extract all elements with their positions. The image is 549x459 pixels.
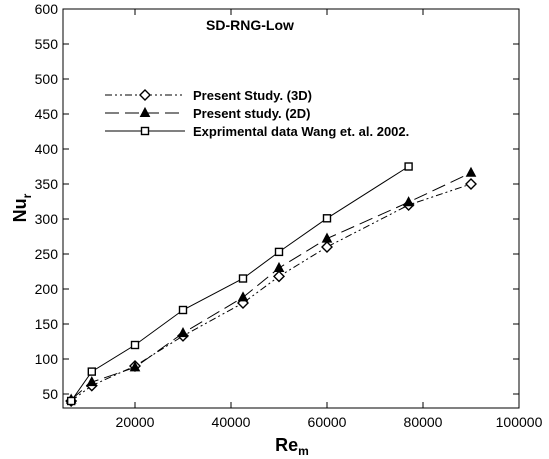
y-tick-label: 400 [35,141,59,157]
plot-frame [62,8,520,409]
data-point [87,367,97,376]
svg-text:Nur: Nur [10,193,34,222]
data-point [86,376,98,387]
y-tick-label: 100 [35,351,59,367]
data-point [322,214,332,223]
data-point [273,261,285,272]
x-tick-label: 20000 [116,414,155,430]
y-tick-label: 450 [35,106,59,122]
data-point [465,166,477,177]
legend-label: Exprimental data Wang et. al. 2002. [193,124,409,139]
legend-label: Present Study. (3D) [193,88,312,103]
data-point [177,327,189,338]
y-tick-label: 50 [42,386,58,402]
y-tick-label: 350 [35,176,59,192]
y-tick-label: 200 [35,281,59,297]
x-axis-label-main: Re [275,435,298,455]
y-tick-label: 250 [35,246,59,262]
x-tick-label: 40000 [212,414,251,430]
data-point [465,178,477,190]
legend-entry: Present study. (2D) [105,106,311,121]
series-layer [65,162,477,407]
data-point [66,396,76,406]
x-tick-label: 60000 [308,414,347,430]
series-1 [65,178,477,407]
data-point [129,361,141,372]
legend-marker [139,89,151,101]
series-2 [65,166,477,404]
series-line [70,166,409,402]
data-point [403,196,414,207]
series-3 [66,162,413,406]
x-axis-ticks: 20000 40000 60000 80000 100000 [116,9,543,430]
y-axis-ticks: 50 100 150 200 250 300 350 400 450 500 550 600 [35,1,519,402]
x-tick-label: 80000 [404,414,443,430]
data-point [404,162,413,171]
legend-entry: Exprimental data Wang et. al. 2002. [105,124,409,139]
series-line [70,183,472,402]
legend: Present Study. (3D) Present study. (2D) Ex… [105,88,409,139]
data-point [274,247,284,257]
y-axis-label-sub: r [20,193,34,198]
data-point [321,241,333,253]
data-point [273,270,285,283]
legend-marker [140,126,150,136]
y-axis-label: Nur [10,193,34,222]
y-tick-label: 550 [35,36,59,52]
chart-title: SD-RNG-Low [206,17,294,33]
y-tick-label: 300 [35,211,59,227]
y-tick-label: 500 [35,71,59,87]
data-point [178,305,188,315]
y-axis-label-main: Nu [10,198,30,222]
data-point [321,232,333,243]
y-tick-label: 600 [35,1,59,17]
data-point [238,274,248,283]
legend-entry: Present Study. (3D) [105,88,312,103]
data-point [237,291,249,302]
y-tick-label: 150 [35,316,59,332]
x-tick-label: 100000 [496,414,543,430]
legend-marker [139,106,151,117]
x-axis-label: Rem [275,435,309,458]
x-axis-label-sub: m [298,444,309,458]
data-point [130,340,140,350]
legend-label: Present study. (2D) [193,106,311,121]
